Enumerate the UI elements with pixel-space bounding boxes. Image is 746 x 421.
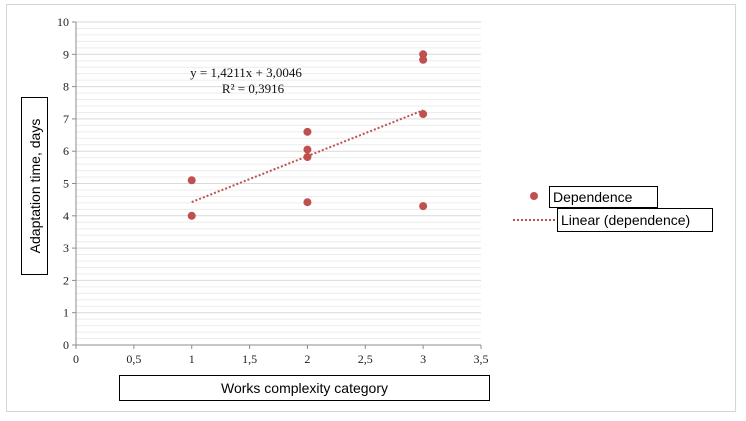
- y-tick-label: 10: [57, 15, 69, 29]
- y-tick-label: 1: [63, 306, 69, 320]
- y-axis-label-box: Adaptation time, days: [21, 97, 48, 275]
- data-point: [303, 145, 312, 154]
- data-point: [303, 127, 312, 136]
- y-tick-label: 6: [63, 144, 69, 158]
- data-point: [419, 202, 428, 211]
- data-point: [419, 55, 428, 64]
- trendline-equation: y = 1,4211x + 3,0046: [190, 65, 302, 80]
- r-squared-label: R² = 0,3916: [222, 81, 285, 96]
- y-tick-label: 3: [63, 241, 69, 255]
- y-tick-label: 2: [63, 273, 69, 287]
- data-point: [419, 50, 428, 59]
- legend-marker-dependence: [530, 192, 538, 200]
- data-point: [419, 110, 428, 119]
- x-tick-label: 1: [189, 352, 195, 366]
- x-axis-label: Works complexity category: [119, 375, 490, 401]
- data-point: [303, 153, 312, 162]
- y-tick-labels: 0 1 2 3 4 5 6 7 8 9 10: [57, 15, 69, 352]
- x-tick-label: 1,5: [242, 352, 257, 366]
- y-tick-label: 0: [63, 338, 69, 352]
- x-tick-label: 3,5: [474, 352, 489, 366]
- point-layer: [187, 50, 428, 220]
- axis-layer: [72, 21, 482, 349]
- y-tick-label: 9: [63, 47, 69, 61]
- legend-item-dependence: Dependence: [549, 186, 658, 208]
- y-tick-label: 4: [63, 209, 69, 223]
- grid-layer: [76, 21, 481, 340]
- y-axis-label: Adaptation time, days: [26, 118, 43, 254]
- data-point: [303, 198, 312, 207]
- x-tick-label: 0,5: [126, 352, 141, 366]
- y-tick-label: 8: [63, 80, 69, 94]
- data-point: [187, 176, 196, 185]
- legend-item-linear: Linear (dependence): [557, 208, 713, 232]
- y-tick-label: 5: [63, 177, 69, 191]
- x-tick-label: 3: [420, 352, 426, 366]
- y-tick-label: 7: [63, 112, 69, 126]
- x-tick-label: 2,5: [358, 352, 373, 366]
- data-point: [187, 211, 196, 220]
- x-tick-label: 0: [73, 352, 79, 366]
- x-tick-label: 2: [304, 352, 310, 366]
- x-tick-labels: 0 0,5 1 1,5 2 2,5 3 3,5: [73, 352, 489, 366]
